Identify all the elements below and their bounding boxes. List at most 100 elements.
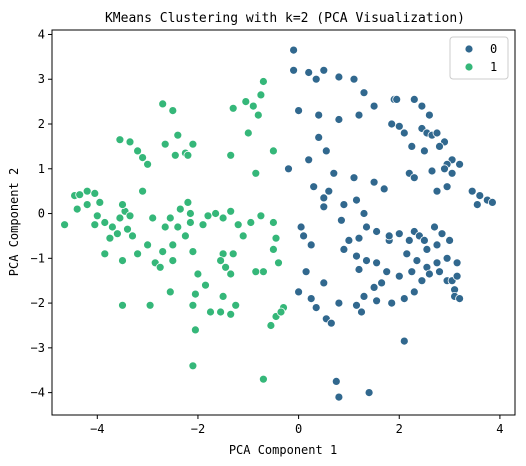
point-cluster-1-26 — [143, 240, 153, 250]
point-cluster-0-96 — [407, 267, 417, 277]
point-cluster-1-96 — [258, 77, 268, 86]
point-cluster-0-25 — [432, 128, 442, 138]
point-cluster-0-68 — [339, 244, 349, 254]
point-cluster-1-58 — [228, 249, 238, 259]
point-cluster-0-50 — [309, 182, 319, 192]
y-tick-label: −1 — [31, 251, 45, 265]
point-cluster-0-97 — [394, 271, 404, 281]
point-cluster-1-11 — [108, 222, 117, 232]
point-cluster-1-18 — [113, 229, 122, 239]
point-cluster-0-78 — [419, 235, 429, 245]
point-cluster-0-80 — [437, 229, 447, 239]
point-cluster-1-51 — [256, 211, 266, 221]
point-cluster-0-10 — [334, 115, 344, 124]
point-cluster-0-105 — [409, 287, 419, 297]
point-cluster-1-34 — [160, 222, 170, 232]
point-cluster-0-73 — [384, 231, 394, 241]
point-cluster-0-111 — [334, 298, 344, 308]
point-cluster-0-17 — [424, 110, 434, 120]
x-tick-label: 4 — [496, 422, 503, 436]
point-cluster-1-46 — [218, 213, 228, 223]
point-cluster-1-2 — [75, 190, 85, 200]
point-cluster-0-65 — [372, 227, 382, 236]
point-cluster-0-90 — [424, 269, 434, 279]
point-cluster-0-98 — [382, 267, 392, 277]
point-cluster-1-8 — [92, 211, 102, 221]
point-cluster-0-11 — [354, 110, 364, 120]
point-cluster-0-99 — [377, 278, 387, 288]
point-cluster-0-104 — [399, 294, 409, 304]
point-cluster-0-100 — [369, 282, 379, 292]
point-cluster-1-23 — [138, 153, 148, 163]
point-cluster-1-31 — [168, 256, 178, 266]
x-axis: −4 −2 0 2 4 — [90, 415, 504, 436]
point-cluster-1-27 — [133, 249, 143, 259]
point-cluster-0-112 — [311, 303, 321, 313]
point-cluster-0-20 — [399, 128, 409, 138]
point-cluster-0-43 — [472, 200, 482, 210]
point-cluster-1-69 — [206, 307, 215, 317]
point-cluster-0-101 — [359, 291, 369, 301]
x-tick-label: −2 — [191, 422, 205, 436]
point-cluster-1-3 — [82, 186, 92, 196]
point-cluster-0-75 — [404, 235, 414, 245]
point-cluster-1-89 — [183, 150, 193, 160]
point-cluster-1-50 — [246, 218, 256, 227]
point-cluster-1-92 — [241, 97, 251, 106]
point-cluster-1-15 — [125, 211, 135, 221]
point-cluster-1-75 — [190, 325, 200, 335]
point-cluster-1-85 — [160, 139, 170, 149]
point-cluster-0-56 — [352, 195, 361, 205]
point-cluster-1-53 — [271, 233, 281, 243]
point-cluster-1-29 — [158, 247, 168, 257]
legend-marker-0 — [464, 44, 474, 54]
point-cluster-0-15 — [409, 95, 419, 104]
point-cluster-0-31 — [440, 164, 449, 174]
point-cluster-1-100 — [100, 249, 110, 259]
point-cluster-0-61 — [306, 240, 316, 250]
point-cluster-1-41 — [183, 197, 193, 207]
point-cluster-1-10 — [90, 220, 100, 230]
point-cluster-1-52 — [268, 218, 278, 227]
points-layer — [60, 45, 497, 402]
point-cluster-0-62 — [336, 215, 346, 225]
point-cluster-0-37 — [432, 186, 442, 196]
point-cluster-0-18 — [387, 119, 397, 129]
point-cluster-1-72 — [165, 287, 175, 297]
point-cluster-0-71 — [354, 265, 364, 274]
point-cluster-0-38 — [442, 182, 452, 192]
point-cluster-0-46 — [304, 155, 314, 165]
point-cluster-1-73 — [118, 300, 127, 310]
point-cluster-0-47 — [284, 164, 293, 174]
point-cluster-1-68 — [226, 309, 236, 319]
point-cluster-0-117 — [306, 294, 316, 304]
point-cluster-1-82 — [158, 99, 168, 109]
point-cluster-0-32 — [455, 159, 465, 169]
point-cluster-0-45 — [314, 132, 324, 142]
point-cluster-0-89 — [452, 258, 462, 268]
point-cluster-0-16 — [417, 101, 427, 111]
point-cluster-1-94 — [253, 110, 263, 120]
point-cluster-0-116 — [301, 267, 311, 277]
point-cluster-0-54 — [319, 193, 329, 203]
point-cluster-1-97 — [268, 146, 278, 156]
point-cluster-0-60 — [299, 231, 309, 241]
point-cluster-1-21 — [125, 137, 135, 147]
point-cluster-0-59 — [296, 222, 306, 232]
point-cluster-1-80 — [266, 321, 276, 330]
point-cluster-0-49 — [324, 186, 334, 196]
point-cluster-0-63 — [362, 222, 371, 232]
point-cluster-0-74 — [394, 229, 404, 239]
point-cluster-1-14 — [118, 200, 127, 210]
point-cluster-0-44 — [321, 146, 331, 156]
x-tick-label: 2 — [396, 422, 403, 436]
point-cluster-1-76 — [188, 361, 198, 371]
point-cluster-0-4 — [319, 65, 329, 75]
point-cluster-1-12 — [115, 213, 125, 223]
point-cluster-1-49 — [238, 231, 248, 241]
point-cluster-1-19 — [118, 256, 127, 266]
point-cluster-1-99 — [251, 168, 261, 178]
point-cluster-1-77 — [258, 374, 268, 384]
point-cluster-0-95 — [417, 276, 427, 286]
